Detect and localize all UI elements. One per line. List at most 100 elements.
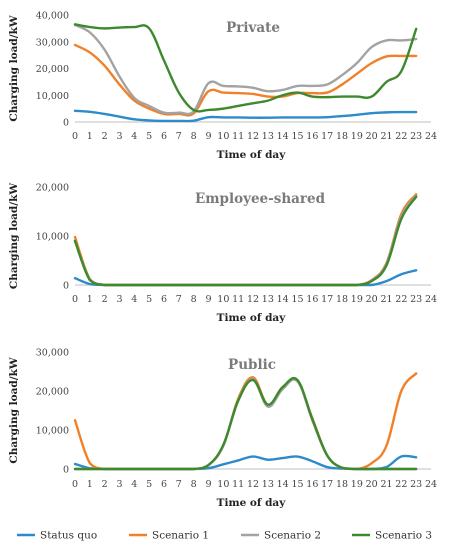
x-tick-label: 22 xyxy=(395,294,407,305)
x-tick-label: 14 xyxy=(277,294,289,305)
x-tick-label: 6 xyxy=(161,479,167,490)
x-tick-label: 7 xyxy=(176,131,182,142)
x-tick-label: 15 xyxy=(291,294,303,305)
x-tick-label: 13 xyxy=(262,131,274,142)
x-tick-label: 23 xyxy=(410,131,422,142)
series-line-scenario-1 xyxy=(73,43,418,117)
y-axis-title: Charging load/kW xyxy=(8,357,20,464)
x-tick-label: 2 xyxy=(102,479,108,490)
series-line-scenario-2 xyxy=(73,378,418,471)
y-tick-label: 0 xyxy=(63,281,69,292)
y-axis-title: Charging load/kW xyxy=(8,183,20,290)
y-tick-label: 20,000 xyxy=(36,64,69,75)
x-tick-label: 9 xyxy=(205,294,211,305)
x-tick-label: 8 xyxy=(191,131,197,142)
x-tick-label: 11 xyxy=(232,131,244,142)
x-tick-label: 12 xyxy=(247,294,259,305)
x-axis-title: Time of day xyxy=(217,497,287,509)
legend-item-scenario-2: Scenario 2 xyxy=(241,530,321,542)
series-line-scenario-1 xyxy=(73,193,418,287)
x-axis-title: Time of day xyxy=(217,312,287,324)
x-tick-label: 18 xyxy=(336,479,348,490)
y-tick-label: 10,000 xyxy=(36,426,69,437)
x-tick-label: 9 xyxy=(205,131,211,142)
x-tick-label: 17 xyxy=(321,479,333,490)
x-tick-label: 14 xyxy=(277,131,289,142)
x-tick-label: 15 xyxy=(291,479,303,490)
x-tick-label: 6 xyxy=(161,294,167,305)
x-tick-label: 0 xyxy=(72,479,78,490)
x-tick-label: 10 xyxy=(217,479,229,490)
x-tick-label: 7 xyxy=(176,294,182,305)
x-tick-label: 1 xyxy=(87,294,93,305)
x-tick-label: 2 xyxy=(102,131,108,142)
x-tick-label: 24 xyxy=(425,131,437,142)
x-tick-label: 13 xyxy=(262,479,274,490)
x-tick-label: 3 xyxy=(116,131,122,142)
x-tick-label: 15 xyxy=(291,131,303,142)
series-line-status-quo xyxy=(73,109,418,123)
x-tick-label: 21 xyxy=(380,131,392,142)
x-tick-label: 8 xyxy=(191,479,197,490)
legend-item-scenario-1: Scenario 1 xyxy=(129,530,209,542)
x-tick-label: 18 xyxy=(336,131,348,142)
panel-title: Private xyxy=(226,20,280,36)
x-tick-label: 1 xyxy=(87,131,93,142)
x-tick-label: 11 xyxy=(232,294,244,305)
x-tick-label: 14 xyxy=(277,479,289,490)
x-tick-label: 16 xyxy=(306,131,318,142)
x-tick-label: 12 xyxy=(247,131,259,142)
x-tick-label: 4 xyxy=(131,479,137,490)
x-tick-label: 11 xyxy=(232,479,244,490)
x-tick-label: 3 xyxy=(116,294,122,305)
panel-title: Public xyxy=(228,357,276,373)
x-tick-label: 20 xyxy=(366,131,378,142)
legend-item-status-quo: Status quo xyxy=(17,530,97,542)
series-line-scenario-3 xyxy=(73,376,418,471)
x-tick-label: 20 xyxy=(366,479,378,490)
panel-title: Employee-shared xyxy=(195,191,326,207)
x-tick-label: 4 xyxy=(131,131,137,142)
y-tick-label: 40,000 xyxy=(36,11,69,22)
x-tick-label: 24 xyxy=(425,294,437,305)
series-line-scenario-2 xyxy=(73,194,418,287)
x-tick-label: 10 xyxy=(217,131,229,142)
x-tick-label: 8 xyxy=(191,294,197,305)
x-tick-label: 5 xyxy=(146,131,152,142)
x-tick-label: 10 xyxy=(217,294,229,305)
x-tick-label: 20 xyxy=(366,294,378,305)
legend-label: Status quo xyxy=(40,530,97,542)
x-tick-label: 19 xyxy=(351,131,363,142)
x-tick-label: 23 xyxy=(410,294,422,305)
x-tick-label: 6 xyxy=(161,131,167,142)
series-line-scenario-2 xyxy=(73,23,418,116)
x-tick-label: 1 xyxy=(87,479,93,490)
legend-label: Scenario 1 xyxy=(152,530,209,542)
x-tick-label: 19 xyxy=(351,294,363,305)
x-tick-label: 16 xyxy=(306,294,318,305)
x-tick-label: 22 xyxy=(395,131,407,142)
y-tick-label: 30,000 xyxy=(36,37,69,48)
legend-item-scenario-3: Scenario 3 xyxy=(352,530,432,542)
x-tick-label: 21 xyxy=(380,294,392,305)
x-tick-label: 3 xyxy=(116,479,122,490)
x-tick-label: 13 xyxy=(262,294,274,305)
x-tick-label: 9 xyxy=(205,479,211,490)
y-tick-label: 0 xyxy=(63,465,69,476)
x-tick-label: 4 xyxy=(131,294,137,305)
x-tick-label: 5 xyxy=(146,479,152,490)
x-tick-label: 19 xyxy=(351,479,363,490)
x-tick-label: 2 xyxy=(102,294,108,305)
x-tick-label: 18 xyxy=(336,294,348,305)
x-tick-label: 12 xyxy=(247,479,259,490)
y-tick-label: 10,000 xyxy=(36,91,69,102)
y-tick-label: 30,000 xyxy=(36,348,69,359)
series-line-scenario-3 xyxy=(73,195,418,287)
legend-label: Scenario 3 xyxy=(375,530,432,542)
x-tick-label: 24 xyxy=(425,479,437,490)
x-tick-label: 16 xyxy=(306,479,318,490)
